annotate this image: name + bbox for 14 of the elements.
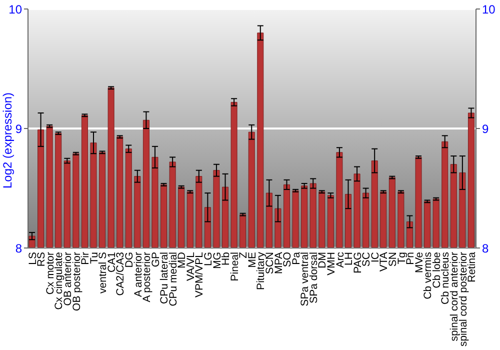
- y2-tick-label: 10: [482, 2, 496, 16]
- y-axis-title: Log2 (expression): [0, 92, 14, 188]
- x-tick-label: IC: [369, 252, 382, 262]
- x-tick-label: DG: [123, 252, 136, 268]
- x-tick-label: Tg: [396, 252, 408, 264]
- x-tick-label: RS: [36, 252, 48, 267]
- y-tick-label: 10: [8, 2, 22, 16]
- y2-tick-label: 9: [482, 122, 489, 136]
- y-tick-label: 9: [15, 122, 22, 136]
- y-tick-label: 8: [15, 241, 22, 256]
- x-tick-label: A posterior: [141, 252, 154, 302]
- x-tick-label: SPa dorsal: [308, 252, 320, 304]
- x-tick-label: Pineal: [228, 252, 241, 282]
- y2-tick-label: 8: [482, 241, 489, 256]
